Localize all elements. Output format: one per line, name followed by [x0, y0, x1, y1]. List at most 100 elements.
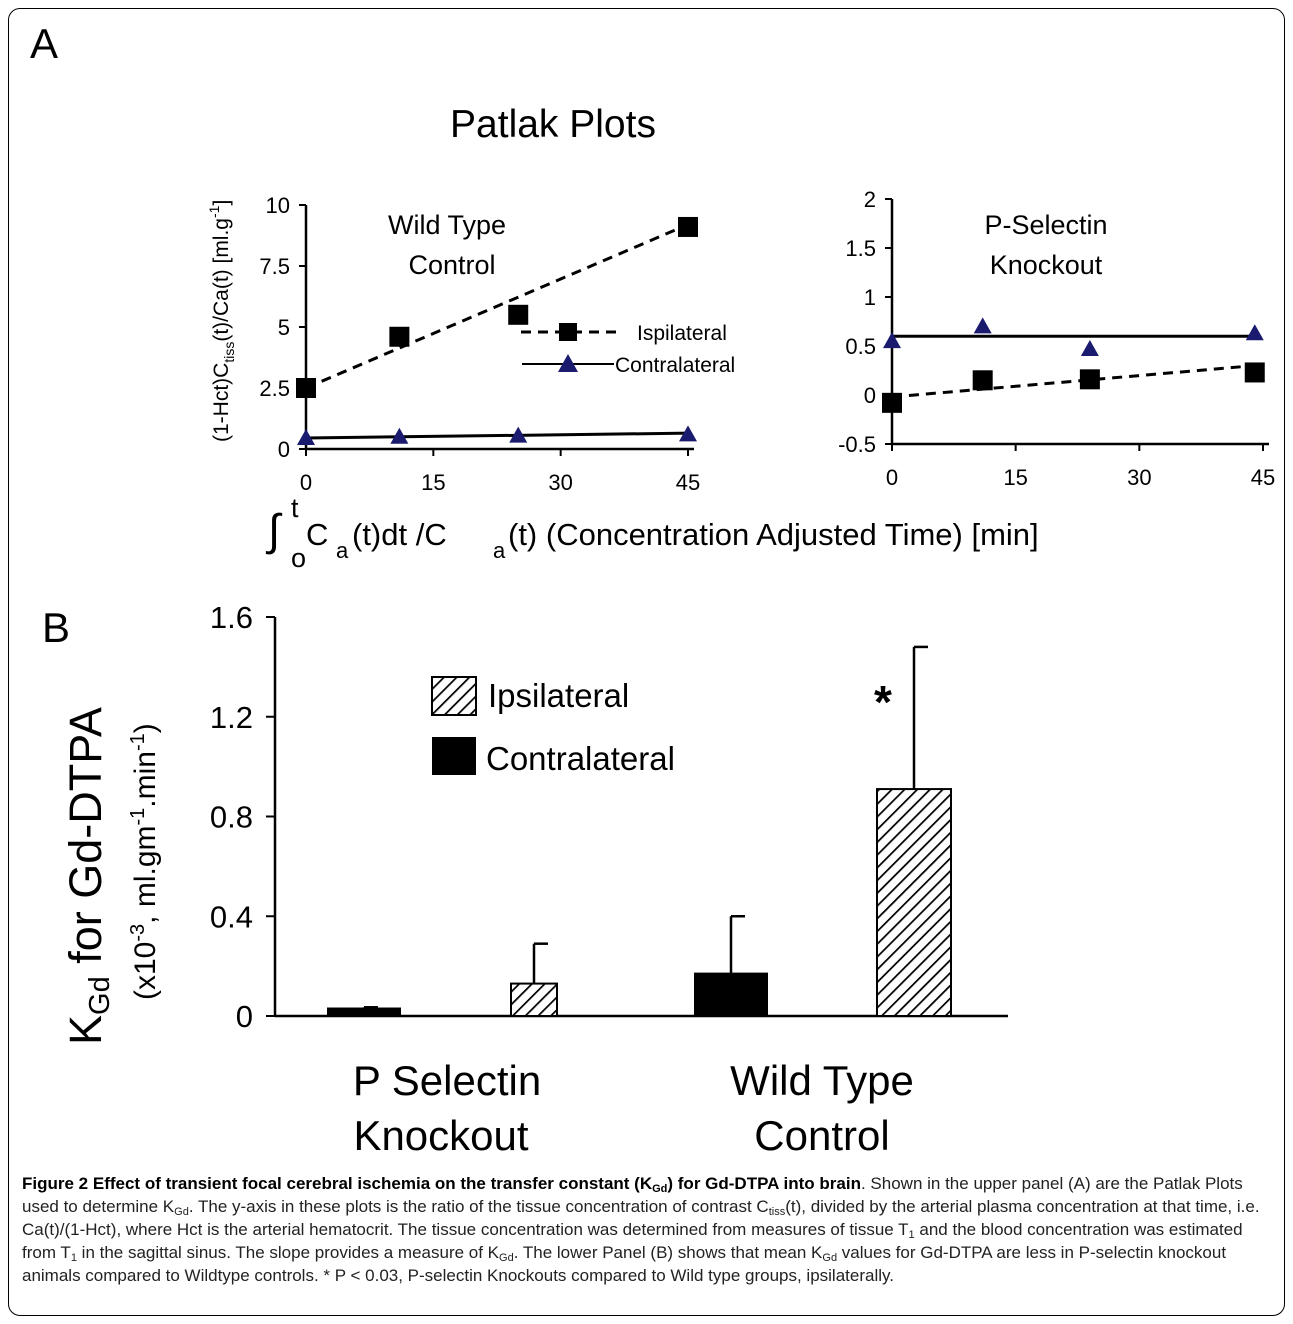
caption-figure-label: Figure 2	[22, 1174, 89, 1193]
panel-a-y-axis-label: (1-Hct)Ctiss(t)/Ca(t) [ml.g-1]	[206, 200, 237, 442]
svg-text:(t) (Concentration Adjusted Ti: (t) (Concentration Adjusted Time) [min]	[508, 517, 1039, 552]
data-point-square	[296, 378, 316, 398]
fit-line	[305, 223, 689, 390]
data-point-triangle	[679, 425, 697, 442]
bar	[876, 788, 952, 1017]
caption-sub: 1	[70, 1252, 77, 1264]
bar	[694, 972, 768, 1018]
y-tick-label: -0.5	[838, 432, 876, 457]
ylabel-rest: for Gd-DTPA	[60, 707, 111, 976]
x-tick-label: 0	[886, 465, 898, 490]
chart-title-line-2: Control	[408, 250, 495, 280]
caption-sub: Gd	[174, 1206, 189, 1218]
data-point-triangle	[973, 317, 992, 334]
data-point-triangle	[1245, 324, 1264, 341]
panel-b-legend: Ipsilateral Contralateral	[431, 676, 675, 777]
panel-a-letter: A	[30, 20, 58, 67]
panel-b-letter: B	[42, 604, 70, 651]
y-tick-label: 1.5	[845, 236, 876, 261]
category-label-ko-2: Knockout	[353, 1112, 528, 1159]
x-tick-label: 45	[676, 470, 700, 495]
x-tick-label: 30	[548, 470, 572, 495]
y-tick-label: 2.5	[259, 376, 290, 401]
data-point-square	[389, 326, 410, 347]
y-tick-label: 0.4	[210, 899, 253, 934]
legend-contralateral-label: Contralateral	[486, 740, 675, 777]
caption-sub: Gd	[822, 1252, 838, 1264]
caption-title: Effect of transient focal cerebral ische…	[92, 1174, 653, 1193]
caption-sub: 1	[908, 1229, 915, 1241]
data-point-square	[1244, 362, 1265, 383]
bar	[510, 982, 558, 1017]
caption-text: . The y-axis in these plots is the ratio…	[188, 1197, 769, 1216]
chart-wild-type-control: 0 2.5 5 7.5 10 0 15 30 45	[259, 193, 700, 495]
legend-ipsilateral-label: Ipsilateral	[488, 677, 629, 714]
legend-ipsi-marker	[559, 323, 577, 341]
figure-caption: Figure 2 Effect of transient focal cereb…	[22, 1172, 1277, 1287]
ylabel-sub: Gd	[84, 976, 116, 1015]
fit-line	[305, 431, 689, 440]
caption-text: . The lower Panel (B) shows that mean K	[513, 1243, 823, 1262]
chart-title-line-1: Wild Type	[388, 210, 506, 240]
legend-ipsilateral-swatch	[431, 676, 477, 716]
caption-text: (t), divided by the arterial plasma conc…	[22, 1197, 1260, 1239]
panel-a-x-axis-label: ∫ t o C a (t)dt /C a (t) (Concentration …	[265, 493, 1039, 573]
svg-text:C: C	[306, 517, 328, 552]
caption-text: . Shown in the upper panel (A) are the P…	[22, 1174, 1243, 1216]
chart-p-selectin-knockout: -0.5 0 0.5 1 1.5 2 0 15 30 45	[838, 187, 1275, 490]
data-point-triangle	[297, 429, 315, 446]
data-point-square	[508, 304, 529, 325]
y-tick-label: 5	[278, 315, 290, 340]
svg-text:t: t	[291, 493, 299, 523]
y-tick-label: 0	[278, 437, 290, 462]
x-tick-label: 15	[1003, 465, 1027, 490]
y-tick-label: 1	[864, 285, 876, 310]
y-tick-label: 1.6	[210, 600, 253, 635]
legend-contralateral-swatch	[432, 737, 476, 775]
y-tick-label: 7.5	[259, 254, 290, 279]
chart-title-line-1: P-Selectin	[984, 210, 1107, 240]
x-tick-label: 30	[1127, 465, 1151, 490]
panel-a-legend: Ispilateral Contralateral	[521, 322, 735, 377]
chart-p-selectin-title: P-Selectin Knockout	[984, 210, 1107, 280]
caption-sub: Gd	[652, 1183, 668, 1195]
data-point-triangle	[390, 427, 409, 444]
chart-kgd-bar: 0 0.4 0.8 1.2 1.6	[210, 600, 1008, 1034]
caption-title-end: ) for Gd-DTPA into brain	[667, 1174, 861, 1193]
significance-star: *	[874, 676, 892, 728]
y-tick-label: 0	[864, 383, 876, 408]
chart-title-line-2: Knockout	[990, 250, 1103, 280]
y-tick-label: 1.2	[210, 700, 253, 735]
figure-canvas: A B Patlak Plots (1-Hct)Ctiss(t)/Ca(t) […	[30, 20, 1275, 1159]
y-tick-label: 2	[864, 187, 876, 212]
category-label-wt-2: Control	[754, 1112, 889, 1159]
svg-text:o: o	[291, 543, 306, 573]
svg-text:(x10-3, ml.gm-1.min-1): (x10-3, ml.gm-1.min-1)	[127, 723, 162, 1000]
y-tick-label: 0.8	[210, 800, 253, 835]
svg-text:a: a	[336, 538, 349, 563]
data-point-square	[972, 370, 993, 391]
data-point-square	[1079, 369, 1100, 390]
caption-text: in the sagittal sinus. The slope provide…	[76, 1243, 500, 1262]
legend-contra-label: Contralateral	[615, 354, 735, 377]
fit-line	[891, 364, 1255, 399]
figure-frame	[8, 8, 1285, 1316]
panel-b-category-labels: P Selectin Knockout Wild Type Control	[353, 1057, 914, 1159]
ylabel-k: K	[60, 1015, 111, 1045]
x-tick-label: 15	[421, 470, 445, 495]
data-point-triangle	[509, 426, 528, 443]
data-point-square	[882, 392, 902, 413]
y-tick-label: 0.5	[845, 334, 876, 359]
x-tick-label: 45	[1251, 465, 1275, 490]
legend-ipsi-label: Ispilateral	[637, 322, 727, 345]
y-tick-label: 0	[236, 999, 253, 1034]
caption-text: values for Gd-DTPA are less in P-selecti…	[22, 1243, 1227, 1285]
svg-text:KGd for Gd-DTPA: KGd for Gd-DTPA	[60, 707, 116, 1045]
chart-wild-type-title: Wild Type Control	[388, 210, 506, 280]
category-label-ko-1: P Selectin	[353, 1057, 541, 1104]
caption-sub: tiss	[768, 1206, 786, 1218]
svg-text:∫: ∫	[265, 506, 283, 555]
data-point-triangle	[1080, 339, 1099, 356]
x-tick-label: 0	[300, 470, 312, 495]
svg-text:a: a	[493, 538, 506, 563]
